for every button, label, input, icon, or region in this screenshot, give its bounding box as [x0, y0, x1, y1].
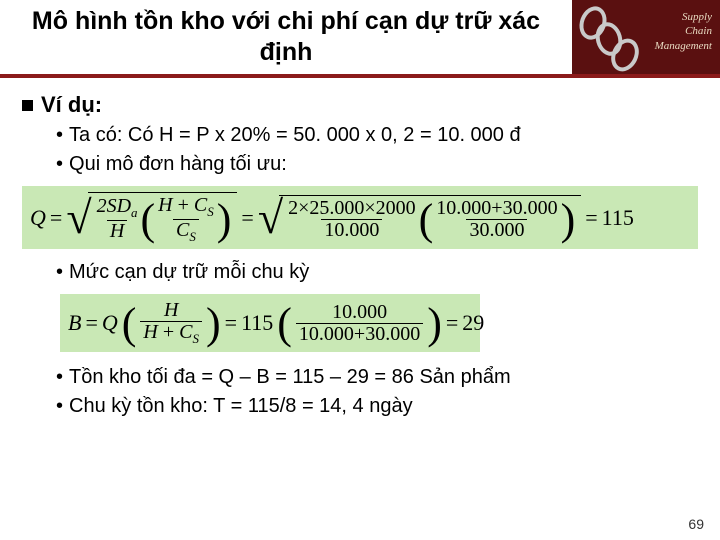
lparen-icon: (	[122, 306, 137, 341]
f2-frac1: H H + CS	[140, 300, 202, 346]
dot-bullet-icon: •	[56, 395, 63, 417]
line4-text: Tồn kho tối đa = Q – B = 115 – 29 = 86 S…	[69, 366, 511, 388]
f2-num: H	[161, 300, 181, 321]
f2-plus: +	[163, 321, 174, 343]
f1-frac1: 2SDa H	[94, 196, 141, 242]
dot-bullet-icon: •	[56, 124, 63, 146]
scm-line3: Management	[655, 40, 712, 52]
f1-sqrt1: √ 2SDa H ( H + CS CS )	[66, 192, 237, 243]
f1-frac2: H + CS CS	[155, 195, 217, 243]
f2-Csden: S	[193, 331, 200, 346]
line3-text: Mức cạn dự trữ mỗi chu kỳ	[69, 261, 309, 283]
formula-b: B = Q ( H H + CS ) = 115 ( 10.000 10.000…	[60, 294, 480, 352]
bullet-line-3: • Mức cạn dự trữ mỗi chu kỳ	[22, 261, 698, 284]
f1-plus: +	[178, 194, 189, 216]
slide-title: Mô hình tồn kho với chi phí cạn dự trữ x…	[8, 6, 564, 69]
line1-text: Ta có: Có H = P x 20% = 50. 000 x 0, 2 =…	[69, 124, 521, 146]
f2-result: 29	[462, 310, 484, 336]
f1-eq3: =	[585, 205, 597, 231]
line2-text: Qui mô đơn hàng tối ưu:	[69, 153, 287, 175]
f2-eq1: =	[85, 310, 97, 336]
rparen-icon: )	[561, 202, 576, 237]
f1-C: C	[194, 194, 207, 216]
f2-eq3: =	[446, 310, 458, 336]
f2-eq2: =	[225, 310, 237, 336]
f1-sub1: a	[131, 205, 138, 220]
dot-bullet-icon: •	[56, 366, 63, 388]
slide-content: Ví dụ: • Ta có: Có H = P x 20% = 50. 000 …	[0, 78, 720, 418]
f1-g1num: 2×25.000×2000	[285, 198, 419, 219]
rparen-icon: )	[206, 306, 221, 341]
title-area: Mô hình tồn kho với chi phí cạn dự trữ x…	[0, 0, 572, 74]
bullet-line-2: • Qui mô đơn hàng tối ưu:	[22, 153, 698, 176]
f2-Hden: H	[143, 321, 157, 343]
lparen-icon: (	[277, 306, 292, 341]
f1-g2den: 30.000	[466, 219, 527, 241]
f1-num1: 2SD	[97, 195, 131, 217]
formula-q: Q = √ 2SDa H ( H + CS CS ) =	[22, 186, 698, 249]
f1-g1den: 10.000	[321, 219, 382, 241]
f1-g2num: 10.000+30.000	[433, 198, 560, 219]
lparen-icon: (	[141, 202, 156, 237]
f1-frac4: 10.000+30.000 30.000	[433, 198, 560, 241]
f1-H: H	[158, 194, 172, 216]
f1-Cs: S	[207, 204, 214, 219]
f1-den1: H	[107, 220, 127, 242]
bullet-line-4: • Tồn kho tối đa = Q – B = 115 – 29 = 86 …	[22, 366, 698, 389]
f1-eq2: =	[241, 205, 253, 231]
scm-line1: Supply	[682, 11, 712, 23]
f2-valq: 115	[241, 310, 273, 336]
dot-bullet-icon: •	[56, 261, 63, 283]
dot-bullet-icon: •	[56, 153, 63, 175]
f1-eq1: =	[50, 205, 62, 231]
example-heading: Ví dụ:	[22, 92, 698, 118]
rparen-icon: )	[217, 202, 232, 237]
rparen-icon: )	[427, 306, 442, 341]
chain-icon	[578, 4, 648, 74]
f1-Csden: S	[189, 229, 196, 244]
f2-frac2: 10.000 10.000+30.000	[296, 302, 423, 345]
header-image: Supply Chain Management	[572, 0, 720, 74]
f1-frac3: 2×25.000×2000 10.000	[285, 198, 419, 241]
f1-result: 115	[602, 205, 634, 231]
f2-Q: Q	[102, 310, 118, 336]
scm-label: Supply Chain Management	[655, 10, 712, 53]
scm-line2: Chain	[685, 25, 712, 37]
f1-sqrt2: √ 2×25.000×2000 10.000 ( 10.000+30.000 3…	[258, 195, 581, 241]
slide-header: Mô hình tồn kho với chi phí cạn dự trữ x…	[0, 0, 720, 78]
page-number: 69	[688, 516, 704, 532]
f1-Q: Q	[30, 205, 46, 231]
f2-gden: 10.000+30.000	[296, 323, 423, 345]
f2-Cden: C	[179, 321, 192, 343]
bullet-line-5: • Chu kỳ tồn kho: T = 115/8 = 14, 4 ngày	[22, 395, 698, 418]
lparen-icon: (	[419, 202, 434, 237]
f2-gnum: 10.000	[329, 302, 390, 323]
example-label-text: Ví dụ:	[41, 92, 102, 117]
bullet-line-1: • Ta có: Có H = P x 20% = 50. 000 x 0, 2 …	[22, 124, 698, 147]
f2-B: B	[68, 310, 81, 336]
square-bullet-icon	[22, 100, 33, 111]
line5-text: Chu kỳ tồn kho: T = 115/8 = 14, 4 ngày	[69, 395, 413, 417]
f1-Cden: C	[176, 219, 189, 241]
